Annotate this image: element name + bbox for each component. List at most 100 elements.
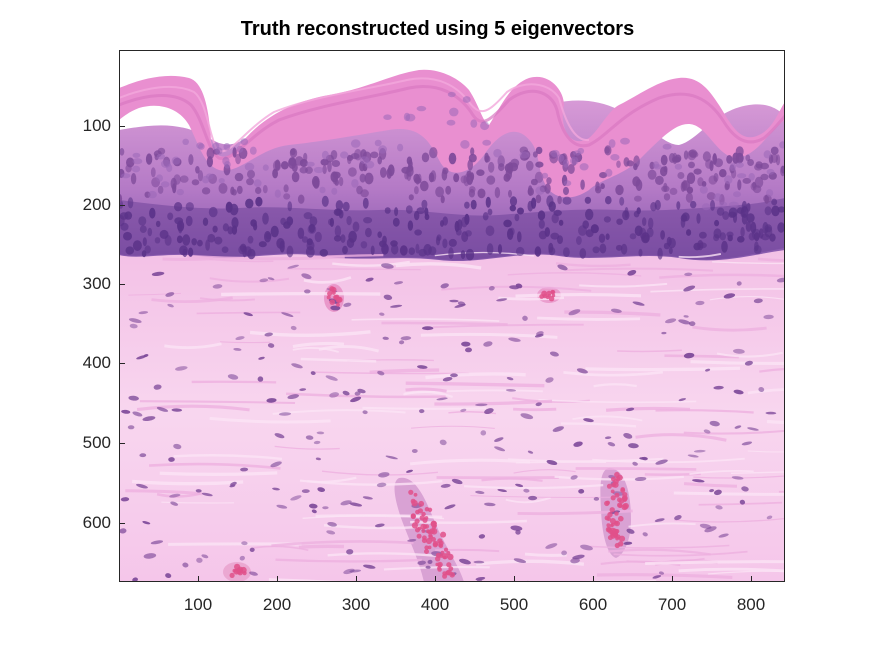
red-blood-cell (411, 522, 418, 529)
cell-nucleus (660, 230, 665, 240)
cell-nucleus (136, 483, 148, 489)
red-blood-cell (606, 483, 612, 489)
cell-nucleus (145, 153, 153, 165)
red-blood-cell (424, 507, 430, 512)
cell-nucleus (620, 137, 630, 145)
cell-nucleus (119, 215, 125, 227)
cell-nucleus (634, 195, 642, 202)
cell-nucleus (719, 201, 728, 207)
collagen-fiber (327, 552, 440, 558)
cell-nucleus (633, 163, 638, 171)
cell-nucleus (138, 216, 147, 226)
cell-nucleus (652, 161, 660, 169)
collagen-fiber (149, 462, 281, 470)
cell-nucleus (488, 286, 495, 291)
red-blood-cell (609, 507, 615, 513)
cell-nucleus (465, 347, 472, 353)
cell-nucleus (627, 269, 637, 276)
cell-nucleus (208, 206, 218, 218)
basal-layer (119, 198, 785, 261)
cell-nucleus (668, 247, 673, 255)
cell-nucleus (360, 241, 368, 249)
cell-nucleus (173, 443, 182, 450)
cell-nucleus (171, 408, 183, 412)
cell-nucleus (647, 169, 657, 180)
cell-nucleus (534, 333, 544, 338)
cell-nucleus (460, 250, 466, 260)
red-blood-cell (610, 495, 616, 501)
cell-nucleus (527, 185, 533, 197)
cell-nucleus (309, 503, 318, 509)
cell-nucleus (221, 246, 229, 253)
cell-nucleus (231, 189, 237, 196)
red-blood-cell (443, 547, 449, 552)
cell-nucleus (147, 190, 157, 199)
cell-nucleus (240, 467, 249, 472)
collagen-fiber (312, 371, 469, 375)
cell-nucleus (753, 298, 763, 304)
cell-nucleus (494, 437, 504, 442)
cell-nucleus (167, 212, 174, 221)
cell-nucleus (584, 196, 592, 204)
red-blood-cell (420, 523, 427, 530)
collagen-fiber (435, 548, 500, 553)
cell-nucleus (440, 283, 449, 289)
cell-nucleus (330, 305, 341, 311)
x-tick-mark (751, 576, 752, 582)
collagen-fiber (778, 490, 785, 493)
cell-nucleus (454, 220, 460, 233)
cell-nucleus (350, 139, 361, 148)
cell-nucleus (185, 215, 193, 227)
x-tick-label: 500 (499, 595, 529, 614)
collagen-fiber (628, 522, 696, 528)
cell-nucleus (249, 146, 257, 155)
cell-nucleus (249, 547, 255, 553)
collagen-fiber (617, 349, 682, 353)
cell-nucleus (436, 397, 448, 401)
cell-nucleus (283, 184, 289, 193)
cell-nucleus (662, 143, 672, 150)
cell-nucleus (754, 241, 759, 252)
collagen-fiber (318, 345, 380, 353)
cell-nucleus (397, 143, 404, 152)
cell-nucleus (175, 366, 188, 371)
collagen-fiber (249, 330, 371, 337)
cell-nucleus (342, 245, 348, 255)
red-blood-cell (437, 566, 441, 571)
cell-nucleus (705, 368, 711, 372)
red-blood-cell (410, 513, 416, 520)
cell-nucleus (121, 409, 131, 414)
cell-nucleus (417, 173, 422, 183)
cell-nucleus (374, 523, 385, 528)
cell-nucleus (334, 225, 342, 237)
x-tick-label: 600 (578, 595, 608, 614)
collagen-fiber (369, 368, 440, 375)
cell-nucleus (270, 225, 279, 238)
cell-nucleus (132, 158, 143, 165)
x-tick-label: 200 (262, 595, 292, 614)
cell-nucleus (729, 162, 737, 172)
collagen-fiber (351, 318, 500, 322)
cell-nucleus (141, 250, 147, 258)
cell-nucleus (610, 154, 620, 161)
cell-nucleus (234, 172, 244, 182)
cell-nucleus (178, 223, 183, 234)
cell-nucleus (570, 558, 580, 564)
collagen-fiber (698, 501, 783, 506)
cell-nucleus (652, 575, 662, 579)
cell-nucleus (350, 396, 362, 403)
cell-nucleus (638, 248, 643, 257)
cell-nucleus (534, 246, 542, 257)
cell-nucleus (154, 237, 161, 244)
x-tick-mark (514, 576, 515, 582)
cell-nucleus (616, 160, 621, 168)
cell-nucleus (532, 151, 538, 158)
cell-nucleus (763, 314, 774, 320)
cell-nucleus (517, 231, 522, 243)
collagen-fiber (253, 545, 309, 552)
cell-nucleus (641, 456, 648, 461)
cell-nucleus (301, 273, 312, 280)
red-blood-cell (421, 529, 426, 533)
cell-nucleus (714, 219, 720, 227)
cell-nucleus (734, 425, 742, 429)
